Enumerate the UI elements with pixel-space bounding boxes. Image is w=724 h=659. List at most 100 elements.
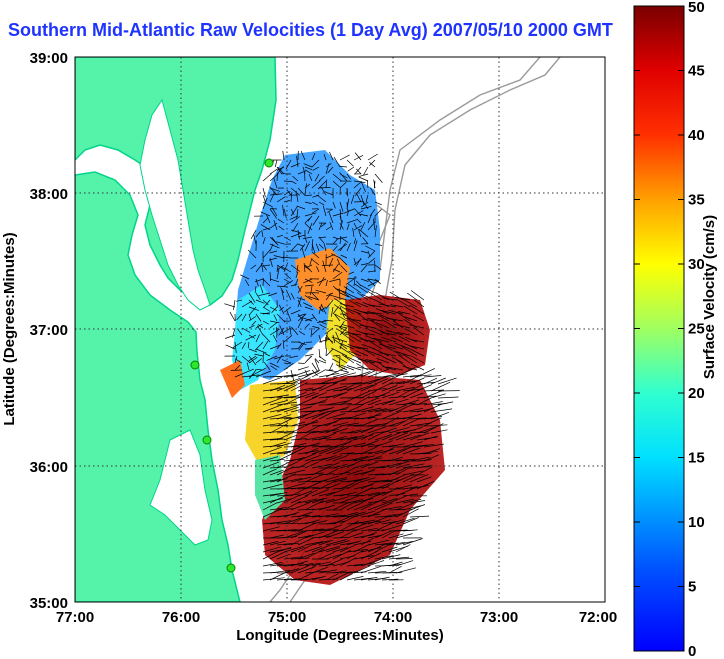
velocity-vector — [430, 393, 446, 399]
velocity-vector — [361, 293, 376, 301]
velocity-vector — [355, 257, 362, 267]
velocity-vector — [275, 241, 285, 245]
velocity-vector — [304, 369, 321, 378]
velocity-vector — [339, 529, 357, 539]
velocity-vector — [291, 326, 299, 336]
velocity-vector — [339, 346, 355, 357]
velocity-vector — [340, 264, 348, 273]
velocity-vector — [343, 314, 355, 322]
velocity-vector — [241, 300, 253, 308]
velocity-vector — [325, 462, 340, 469]
velocity-vector — [255, 278, 259, 287]
velocity-vector — [248, 357, 258, 364]
velocity-vector — [392, 320, 404, 329]
velocity-vector — [402, 499, 422, 504]
velocity-vector — [263, 361, 271, 371]
velocity-vector — [248, 292, 256, 303]
velocity-vector — [353, 555, 374, 560]
velocity-vector — [339, 384, 355, 392]
velocity-vector — [395, 415, 415, 427]
velocity-vector — [409, 422, 432, 427]
velocity-vector — [374, 264, 382, 270]
velocity-vector — [381, 391, 400, 399]
velocity-vector — [283, 545, 306, 553]
velocity-vector — [240, 274, 250, 280]
velocity-vector — [236, 313, 243, 321]
velocity-vector — [241, 355, 251, 364]
velocity-vector — [409, 432, 430, 441]
velocity-vector — [339, 172, 348, 182]
velocity-vector — [332, 372, 349, 378]
velocity-vector — [367, 544, 384, 553]
velocity-vector — [276, 326, 278, 336]
velocity-vector — [255, 334, 260, 343]
velocity-vector — [283, 493, 301, 497]
velocity-vector — [323, 153, 327, 161]
velocity-vector — [347, 166, 355, 172]
velocity-vector — [280, 265, 292, 273]
velocity-vector — [290, 376, 307, 385]
velocity-vector — [329, 151, 334, 161]
velocity-vector — [353, 540, 371, 546]
velocity-vector — [308, 173, 313, 182]
colorbar-tick-label: 40 — [688, 127, 705, 144]
velocity-vector — [297, 459, 313, 469]
velocity-vector — [248, 334, 255, 339]
velocity-vector — [360, 264, 368, 273]
velocity-vector — [283, 208, 287, 219]
velocity-vector — [346, 424, 363, 427]
velocity-vector — [343, 286, 355, 294]
velocity-vector — [318, 377, 338, 385]
velocity-vector — [262, 299, 269, 306]
velocity-vector — [398, 354, 411, 364]
velocity-vector — [269, 563, 285, 567]
velocity-vector — [360, 469, 376, 476]
velocity-vector — [339, 342, 355, 350]
velocity-vector — [395, 507, 416, 518]
velocity-vector — [262, 541, 279, 546]
velocity-vector — [375, 322, 390, 329]
velocity-vector — [369, 159, 376, 167]
velocity-vector — [297, 511, 313, 518]
velocity-vector — [311, 467, 328, 476]
velocity-vector — [395, 541, 413, 546]
velocity-vector — [367, 432, 383, 441]
velocity-vector — [381, 486, 399, 497]
velocity-vector — [388, 556, 410, 560]
velocity-vector — [276, 374, 297, 378]
velocity-vector — [276, 473, 296, 483]
velocity-vector — [248, 367, 266, 378]
velocity-vector — [356, 168, 362, 175]
velocity-vector — [395, 484, 413, 490]
velocity-vector — [388, 309, 404, 315]
velocity-vector — [353, 258, 362, 266]
velocity-vector — [234, 358, 243, 364]
velocity-vector — [276, 166, 282, 174]
velocity-vector — [367, 516, 389, 525]
velocity-vector — [325, 539, 347, 546]
velocity-vector — [389, 348, 404, 357]
velocity-vector — [269, 250, 278, 254]
colorbar-tick-label: 35 — [688, 192, 705, 209]
velocity-vector — [346, 523, 367, 532]
velocity-vector — [323, 319, 334, 322]
velocity-vector — [276, 285, 288, 288]
velocity-vector — [290, 486, 307, 490]
velocity-vector — [278, 304, 285, 315]
velocity-vector — [297, 229, 300, 240]
velocity-vector — [284, 273, 292, 280]
velocity-vector — [395, 367, 416, 378]
velocity-vector — [276, 430, 295, 434]
velocity-vector — [332, 239, 338, 245]
velocity-vector — [262, 334, 271, 343]
velocity-vector — [381, 513, 397, 518]
velocity-vector — [395, 358, 411, 371]
velocity-vector — [381, 546, 398, 553]
velocity-vector — [325, 524, 342, 532]
velocity-vector — [437, 377, 457, 385]
velocity-vector — [262, 197, 268, 210]
velocity-vector — [374, 243, 382, 246]
velocity-vector — [382, 297, 397, 301]
velocity-vector — [318, 175, 325, 182]
velocity-vector — [353, 390, 371, 399]
